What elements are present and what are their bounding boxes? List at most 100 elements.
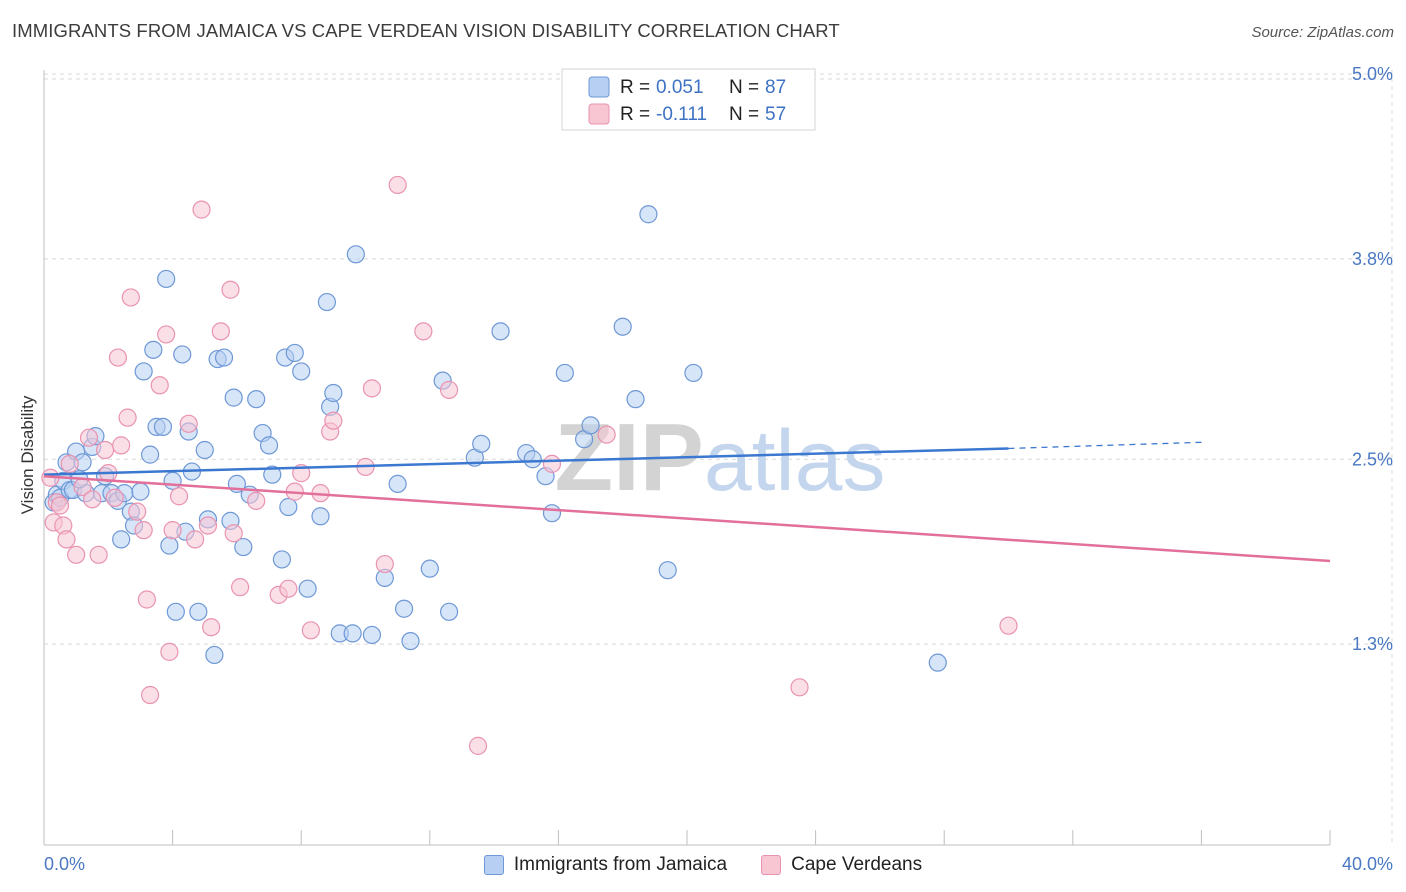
legend-n-value-2: 57 [765, 104, 786, 125]
jamaica-data-point [173, 345, 192, 364]
jamaica-data-point [279, 497, 298, 517]
cape-verdean-data-point [79, 428, 99, 447]
jamaica-data-point [555, 363, 574, 383]
jamaica-data-point [394, 599, 414, 618]
cape-verdean-data-point [105, 488, 124, 507]
grid-lines [44, 70, 1393, 845]
y-tick-labels: 1.3% 2.5% 3.8% 5.0% [1352, 64, 1393, 654]
cape-verdean-data-point [198, 516, 218, 535]
legend-swatch-cape-verdeans [761, 855, 782, 875]
chart-title: IMMIGRANTS FROM JAMAICA VS CAPE VERDEAN … [12, 20, 840, 41]
jamaica-data-point [684, 363, 703, 383]
cape-verdean-data-point [211, 322, 230, 341]
jamaica-data-point [472, 434, 491, 453]
cape-verdean-data-point [160, 642, 179, 661]
legend-r-value-1: 0.051 [656, 77, 704, 98]
x-tick-labels: 0.0% 40.0% [44, 854, 1393, 874]
jamaica-data-point [928, 653, 947, 672]
cape-verdean-data-point [224, 524, 243, 543]
jamaica-data-point [292, 362, 311, 381]
cape-verdean-data-point [301, 621, 320, 640]
legend-n-label-2: N = [729, 104, 759, 125]
cape-verdean-trend-line [43, 474, 1331, 563]
jamaica-data-point [259, 436, 279, 455]
cape-verdean-data-point [60, 454, 79, 473]
jamaica-data-point [420, 559, 439, 578]
jamaica-data-point [491, 322, 510, 341]
jamaica-data-point [346, 245, 365, 264]
watermark-atlas: atlas [704, 413, 886, 509]
jamaica-data-point [658, 561, 677, 580]
jamaica-data-point [234, 537, 253, 557]
cape-verdean-data-point [112, 436, 131, 455]
cape-verdean-data-point [67, 545, 86, 564]
cape-verdean-data-point [95, 440, 115, 460]
cape-verdean-data-point [186, 530, 205, 549]
cape-verdean-data-point [362, 379, 382, 398]
legend-r-label-1: R = [620, 77, 650, 98]
jamaica-data-point [343, 624, 362, 643]
jamaica-data-point [189, 602, 208, 621]
cape-verdean-data-point [375, 554, 394, 574]
y-axis-label: Vision Disability [18, 395, 37, 514]
cape-verdean-data-point [57, 530, 76, 549]
cape-verdean-data-point [414, 322, 433, 341]
legend-swatch-jamaica [483, 855, 504, 875]
legend-item-jamaica: Immigrants from Jamaica [483, 854, 728, 876]
jamaica-trend-extension [1008, 441, 1202, 450]
cape-verdean-data-point [121, 288, 140, 307]
jamaica-data-point [160, 536, 179, 555]
legend-label-jamaica: Immigrants from Jamaica [513, 854, 728, 875]
jamaica-data-point [153, 417, 173, 436]
cape-verdean-data-point [192, 200, 211, 219]
cape-verdean-data-point [128, 502, 147, 521]
jamaica-data-point [157, 269, 176, 289]
jamaica-data-point [144, 340, 163, 359]
cape-verdean-data-point [221, 280, 240, 299]
axes [43, 70, 1331, 846]
jamaica-data-point [639, 205, 658, 224]
legend-swatch-pink [588, 103, 610, 125]
jamaica-data-point [439, 602, 459, 621]
cape-verdean-data-point [202, 618, 221, 637]
legend-box: R = 0.051 N = 87 R = -0.111 N = 57 [561, 68, 816, 131]
jamaica-data-point [324, 383, 343, 403]
jamaica-data-point [311, 507, 330, 526]
legend-n-label-1: N = [729, 77, 759, 98]
jamaica-data-point [134, 362, 153, 381]
jamaica-data-point [581, 416, 600, 435]
jamaica-data-point [272, 550, 292, 569]
jamaica-data-point [626, 390, 645, 409]
y-tick-label-1: 1.3% [1352, 634, 1393, 654]
jamaica-data-point [362, 625, 382, 645]
cape-verdean-data-point [150, 376, 169, 395]
cape-verdean-data-point [279, 579, 298, 598]
jamaica-data-point [285, 343, 304, 363]
cape-verdean-data-point [108, 348, 128, 367]
cape-verdean-data-point [468, 736, 488, 755]
jamaica-data-point [298, 579, 317, 598]
y-tick-label-4: 5.0% [1352, 64, 1393, 84]
jamaica-data-point [163, 471, 182, 490]
legend-n-value-1: 87 [765, 77, 786, 98]
legend-label-cape-verdeans: Cape Verdeans [791, 854, 923, 875]
jamaica-data-point [247, 390, 266, 409]
jamaica-data-point [166, 602, 185, 621]
jamaica-data-point [523, 450, 542, 469]
jamaica-trend-line [43, 447, 1009, 476]
cape-verdean-data-point [439, 380, 459, 400]
jamaica-data-point [140, 445, 160, 464]
watermark: ZIPatlas [554, 404, 885, 511]
x-tick-label-right: 40.0% [1342, 854, 1393, 874]
jamaica-data-point [542, 504, 562, 523]
cape-verdean-data-point [247, 491, 266, 510]
legend-swatch-blue [588, 76, 610, 98]
trend-lines [43, 441, 1331, 563]
cape-verdean-data-point [137, 590, 156, 609]
cape-verdean-data-point [179, 414, 198, 433]
cape-verdean-data-point [157, 325, 176, 344]
legend-r-value-2: -0.111 [656, 104, 707, 125]
jamaica-data-point [388, 474, 407, 494]
jamaica-data-point [195, 440, 214, 460]
cape-verdean-data-point [542, 454, 562, 473]
